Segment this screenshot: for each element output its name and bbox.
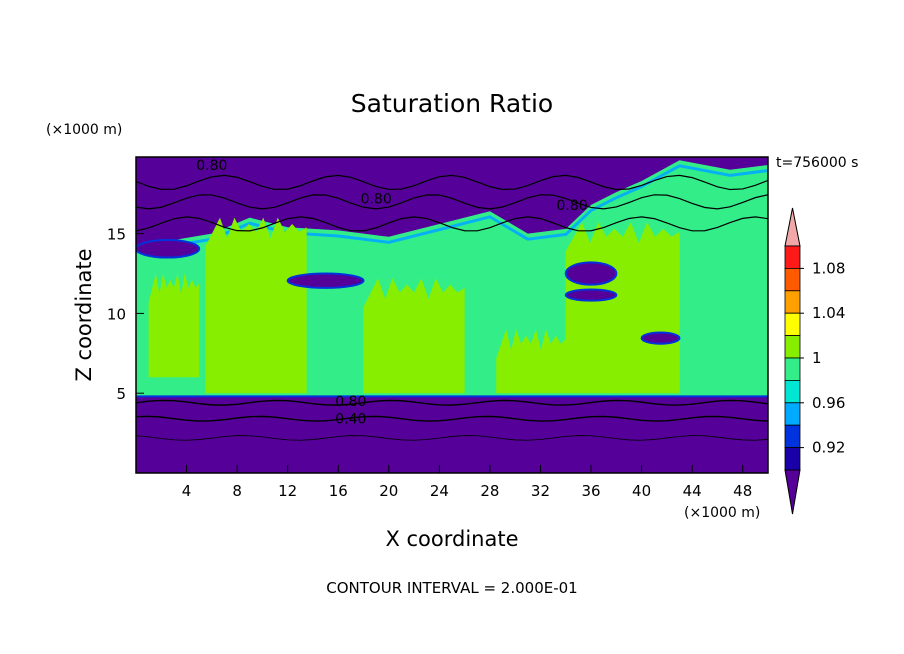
x-tick-label: 12 <box>278 482 297 500</box>
contour-lines <box>136 174 768 441</box>
colorbar-box <box>784 312 801 337</box>
y-tick-label: 10 <box>107 305 126 323</box>
contour-label: 0.80 <box>361 191 392 207</box>
colorbar-label: 0.92 <box>812 439 845 457</box>
y-unit-label: (×1000 m) <box>46 122 122 138</box>
x-ticks: 4 8 12 16 20 24 28 32 36 40 44 48 <box>182 465 752 500</box>
contour-line <box>136 415 768 422</box>
stable-layer <box>136 396 768 473</box>
y-axis-label: Z coordinate <box>72 248 96 381</box>
dry-patch <box>286 272 365 289</box>
x-tick-label: 40 <box>632 482 651 500</box>
colorbar: 0.92 0.96 1 1.04 1.08 <box>784 207 845 515</box>
colorbar-box <box>784 424 801 449</box>
contour-line <box>136 435 768 441</box>
colorbar-box <box>784 357 801 381</box>
lime-region <box>205 217 307 394</box>
colorbar-box <box>784 290 801 314</box>
lime-region <box>496 329 566 394</box>
upper-dry-layer <box>136 157 768 247</box>
dry-patch <box>564 261 618 286</box>
contour-labels: 0.80 0.80 0.80 0.80 0.40 <box>196 158 587 428</box>
x-tick-label: 44 <box>683 482 702 500</box>
dry-patch <box>136 238 201 259</box>
x-tick-label: 24 <box>430 482 449 500</box>
contour-interval-footer: CONTOUR INTERVAL = 2.000E-01 <box>326 579 577 597</box>
x-tick-label: 28 <box>480 482 499 500</box>
dry-patch <box>640 331 681 345</box>
chart-title: Saturation Ratio <box>351 89 553 118</box>
colorbar-box <box>784 447 801 471</box>
contour-label: 0.80 <box>196 158 227 174</box>
colorbar-top-arrow <box>784 207 801 247</box>
y-tick-label: 15 <box>107 226 126 244</box>
x-tick-label: 32 <box>531 482 550 500</box>
contour-line <box>136 399 768 406</box>
contour-label: 0.80 <box>335 394 366 410</box>
x-tick-label: 48 <box>733 482 752 500</box>
contour-line <box>136 216 768 232</box>
x-axis-label: X coordinate <box>385 527 518 551</box>
lime-region <box>363 278 465 394</box>
contour-line <box>136 174 768 191</box>
colorbar-label: 1.04 <box>812 304 845 322</box>
contour-label: 0.40 <box>335 412 366 428</box>
lime-region <box>565 222 680 394</box>
dry-patch <box>564 288 618 302</box>
x-tick-label: 8 <box>232 482 242 500</box>
lime-region <box>148 273 200 378</box>
x-tick-label: 20 <box>379 482 398 500</box>
y-ticks: 5 10 15 <box>107 226 144 403</box>
colorbar-bottom-arrow <box>784 469 801 515</box>
colorbar-box <box>784 267 801 292</box>
saturation-field <box>136 157 768 473</box>
colorbar-label: 1.08 <box>812 259 845 277</box>
colorbar-box <box>784 245 801 269</box>
x-tick-label: 16 <box>329 482 348 500</box>
contour-label: 0.80 <box>556 198 587 214</box>
y-tick-label: 5 <box>116 385 126 403</box>
x-tick-label: 4 <box>182 482 192 500</box>
colorbar-label: 1 <box>812 349 822 367</box>
colorbar-box <box>784 402 801 426</box>
colorbar-box <box>784 335 801 359</box>
contour-line <box>136 194 768 210</box>
time-label: t=756000 s <box>776 155 858 171</box>
colorbar-box <box>784 379 801 404</box>
plot-frame <box>135 156 769 474</box>
x-unit-label: (×1000 m) <box>684 505 760 521</box>
colorbar-label: 0.96 <box>812 394 845 412</box>
x-tick-label: 36 <box>581 482 600 500</box>
